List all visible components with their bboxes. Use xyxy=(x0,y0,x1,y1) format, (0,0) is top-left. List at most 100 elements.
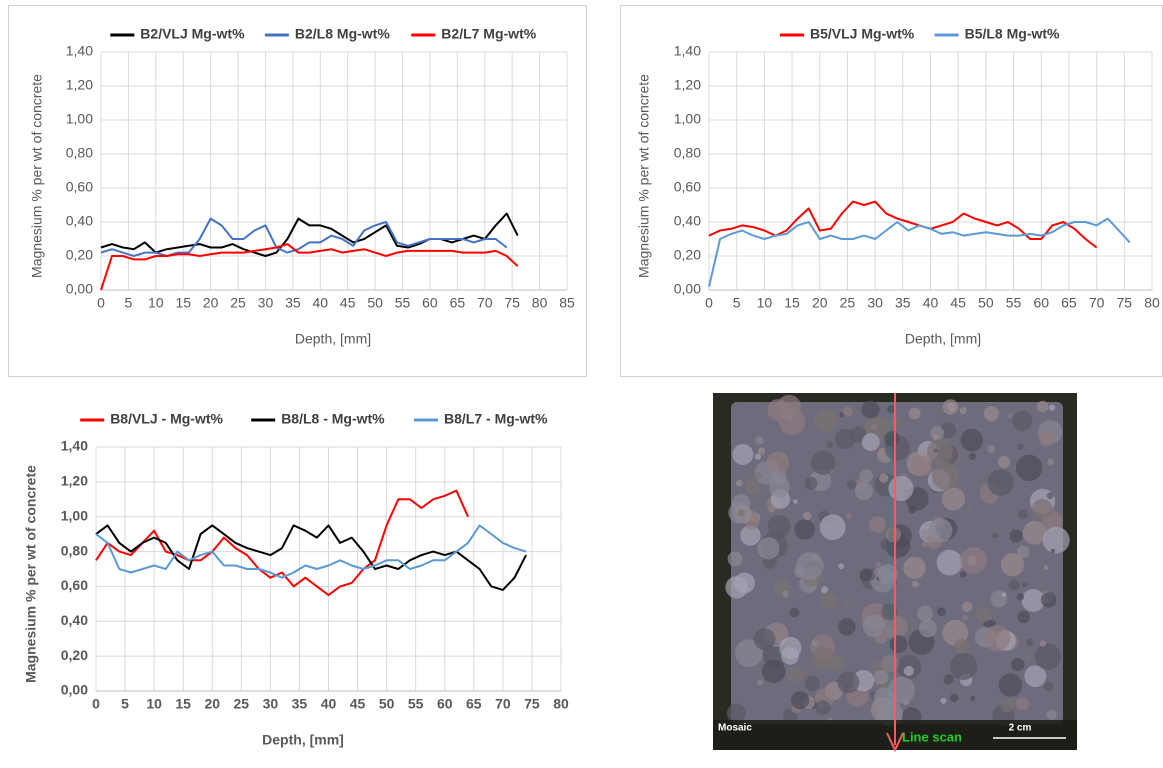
aggregate xyxy=(1047,458,1055,466)
aggregate xyxy=(1024,665,1047,688)
x-tick-label: 80 xyxy=(553,696,569,712)
aggregate xyxy=(1039,431,1055,447)
aggregate xyxy=(883,628,895,639)
aggregate xyxy=(1050,548,1056,554)
aggregate xyxy=(874,687,894,708)
aggregate xyxy=(949,652,978,681)
aggregate xyxy=(745,478,762,495)
y-tick-label: 0,80 xyxy=(66,145,93,161)
x-tick-label: 40 xyxy=(923,295,939,311)
x-tick-label: 70 xyxy=(495,696,511,712)
aggregate xyxy=(1039,640,1047,647)
aggregate xyxy=(804,675,820,692)
aggregate xyxy=(953,638,970,654)
aggregate xyxy=(871,423,878,431)
aggregate xyxy=(737,509,746,517)
aggregate xyxy=(987,444,996,453)
aggregate xyxy=(1009,529,1023,543)
legend-label: B5/VLJ Mg-wt% xyxy=(810,26,915,42)
aggregate xyxy=(814,409,837,432)
data-line xyxy=(95,524,527,591)
y-tick-label: 0,40 xyxy=(66,213,93,229)
aggregate xyxy=(998,673,1023,697)
y-tick-label: 0,20 xyxy=(674,247,701,263)
aggregate xyxy=(757,537,780,560)
y-tick-label: 0,40 xyxy=(61,612,88,628)
aggregate xyxy=(1000,553,1025,577)
aggregate xyxy=(1049,404,1056,411)
x-tick-label: 65 xyxy=(1061,295,1077,311)
data-line xyxy=(95,524,527,579)
x-axis-title: Depth, [mm] xyxy=(905,331,981,347)
aggregate xyxy=(779,636,802,659)
aggregate xyxy=(1037,400,1049,413)
y-tick-label: 1,00 xyxy=(66,111,93,127)
mosaic-label: Mosaic xyxy=(718,723,752,734)
aggregate xyxy=(842,406,853,417)
x-axis-title: Depth, [mm] xyxy=(262,732,344,748)
aggregate xyxy=(791,691,810,710)
aggregate xyxy=(843,600,850,608)
aggregate xyxy=(959,407,967,415)
x-tick-label: 15 xyxy=(784,295,800,311)
aggregate xyxy=(936,549,963,576)
x-tick-label: 45 xyxy=(950,295,966,311)
aggregate xyxy=(861,433,880,452)
data-line xyxy=(708,217,1131,287)
aggregate xyxy=(846,479,857,490)
aggregate xyxy=(767,514,791,538)
aggregate xyxy=(888,475,914,502)
aggregate xyxy=(940,422,956,439)
x-tick-label: 20 xyxy=(203,295,219,311)
aggregate xyxy=(1017,443,1024,450)
aggregate xyxy=(1015,697,1029,711)
x-tick-label: 50 xyxy=(367,295,383,311)
aggregate xyxy=(903,665,914,676)
aggregate xyxy=(725,576,748,599)
y-tick-label: 0,40 xyxy=(674,213,701,229)
aggregate xyxy=(875,562,882,568)
legend-label: B5/L8 Mg-wt% xyxy=(965,26,1060,42)
x-tick-label: 25 xyxy=(234,696,250,712)
aggregate xyxy=(927,439,953,465)
aggregate xyxy=(726,703,746,723)
y-tick-label: 0,80 xyxy=(674,145,701,161)
x-axis-title: Depth, [mm] xyxy=(295,331,371,347)
y-tick-label: 0,00 xyxy=(674,281,701,297)
aggregate xyxy=(761,659,786,684)
aggregate xyxy=(820,591,838,610)
scale-label: 2 cm xyxy=(1009,723,1032,734)
y-tick-label: 0,00 xyxy=(66,281,93,297)
y-tick-label: 0,00 xyxy=(61,682,88,698)
legend-label: B8/L8 - Mg-wt% xyxy=(281,411,385,427)
aggregate xyxy=(931,462,960,490)
aggregate xyxy=(941,487,965,511)
aggregate xyxy=(1021,588,1045,612)
aggregate xyxy=(811,647,836,671)
aggregate xyxy=(942,399,959,415)
y-tick-label: 0,20 xyxy=(66,247,93,263)
aggregate xyxy=(789,607,800,618)
aggregate xyxy=(1046,709,1057,721)
x-tick-label: 65 xyxy=(466,696,482,712)
aggregate xyxy=(984,625,1011,652)
aggregate xyxy=(1016,545,1030,559)
aggregate xyxy=(754,453,761,460)
x-tick-label: 10 xyxy=(757,295,773,311)
x-tick-label: 35 xyxy=(895,295,911,311)
aggregate xyxy=(793,499,798,504)
legend-label: B8/L7 - Mg-wt% xyxy=(444,411,548,427)
aggregate xyxy=(967,504,973,509)
aggregate xyxy=(1025,654,1032,661)
aggregate xyxy=(878,473,889,483)
aggregate xyxy=(960,547,988,574)
aggregate xyxy=(1016,593,1025,601)
aggregate xyxy=(838,563,845,570)
aggregate xyxy=(921,541,928,548)
aggregate xyxy=(881,603,898,621)
aggregate xyxy=(885,527,902,543)
aggregate xyxy=(884,431,900,447)
x-tick-label: 40 xyxy=(313,295,329,311)
aggregate xyxy=(794,519,815,540)
